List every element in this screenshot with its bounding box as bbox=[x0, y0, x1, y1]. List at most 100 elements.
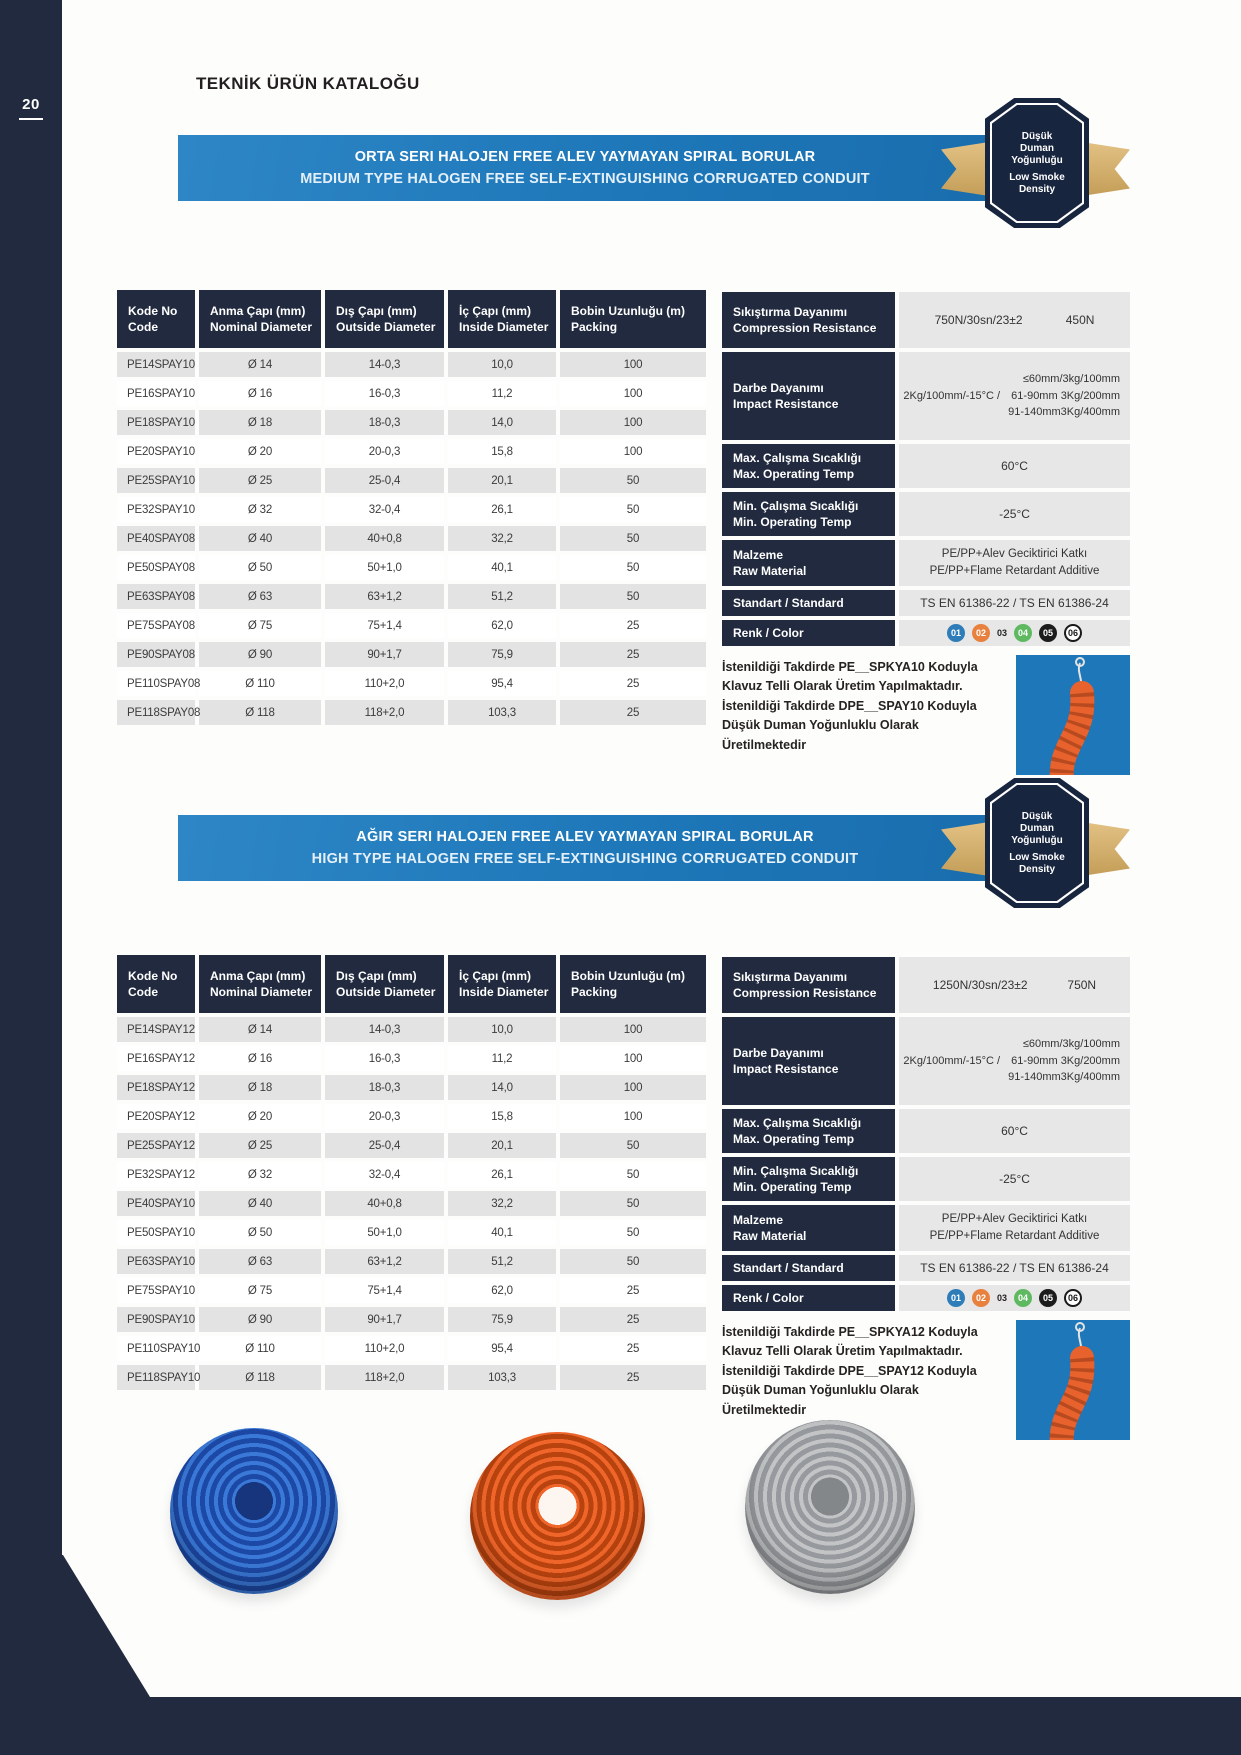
col-header-nominal-diameter: Anma Çapı (mm) Nominal Diameter bbox=[199, 290, 321, 348]
table-cell: 40,1 bbox=[448, 555, 556, 580]
table-row: PE20SPAY12 Ø 20 20-0,3 15,8 100 bbox=[117, 1104, 706, 1129]
bottom-left-diagonal bbox=[0, 1555, 150, 1697]
cell-product-code: PE16SPAY12 bbox=[117, 1046, 195, 1071]
spec-row-standard: Standart / Standard TS EN 61386-22 / TS … bbox=[722, 1255, 1130, 1281]
table-cell: 50 bbox=[560, 468, 706, 493]
table-row: PE118SPAY10 Ø 118 118+2,0 103,3 25 bbox=[117, 1365, 706, 1390]
cell-product-code: PE90SPAY08 bbox=[117, 642, 195, 667]
table-row: PE25SPAY10 Ø 25 25-0,4 20,1 50 bbox=[117, 468, 706, 493]
spec-panel-medium: Sıkıştırma Dayanımı Compression Resistanc… bbox=[722, 292, 1130, 650]
table-cell: 103,3 bbox=[448, 700, 556, 725]
table-cell: 14-0,3 bbox=[325, 1017, 444, 1042]
spec-row-standard: Standart / Standard TS EN 61386-22 / TS … bbox=[722, 590, 1130, 616]
banner-title-en: MEDIUM TYPE HALOGEN FREE SELF-EXTINGUISH… bbox=[300, 170, 870, 187]
table-cell: 10,0 bbox=[448, 352, 556, 377]
table-cell: 110+2,0 bbox=[325, 1336, 444, 1361]
table-cell: 90+1,7 bbox=[325, 1307, 444, 1332]
table-cell: 25 bbox=[560, 1307, 706, 1332]
page-number: 20 bbox=[22, 96, 40, 113]
table-row: PE75SPAY10 Ø 75 75+1,4 62,0 25 bbox=[117, 1278, 706, 1303]
table-cell: Ø 118 bbox=[199, 700, 321, 725]
conduit-product-image bbox=[1016, 655, 1130, 775]
cell-product-code: PE63SPAY10 bbox=[117, 1249, 195, 1274]
spec-panel-high: Sıkıştırma Dayanımı Compression Resistanc… bbox=[722, 957, 1130, 1315]
table-row: PE25SPAY12 Ø 25 25-0,4 20,1 50 bbox=[117, 1133, 706, 1158]
table-cell: 51,2 bbox=[448, 1249, 556, 1274]
table-cell: Ø 14 bbox=[199, 1017, 321, 1042]
cell-product-code: PE14SPAY10 bbox=[117, 352, 195, 377]
spec-row-compression: Sıkıştırma Dayanımı Compression Resistanc… bbox=[722, 957, 1130, 1013]
blue-conduit-coil-photo bbox=[170, 1428, 338, 1594]
badge-octagon: Düşük Duman Yoğunluğu Low Smoke Density bbox=[985, 778, 1089, 908]
col-header-inside-diameter: İç Çapı (mm) Inside Diameter bbox=[448, 955, 556, 1013]
color-swatch-03: 03 bbox=[996, 1293, 1007, 1303]
table-cell: Ø 63 bbox=[199, 584, 321, 609]
catalog-title: TEKNİK ÜRÜN KATALOĞU bbox=[196, 74, 420, 93]
color-swatch-04: 04 bbox=[1014, 624, 1032, 642]
gold-ribbon-right-icon bbox=[1082, 822, 1130, 876]
low-smoke-badge: Düşük Duman Yoğunluğu Low Smoke Density bbox=[933, 778, 1138, 908]
table-cell: 50 bbox=[560, 584, 706, 609]
table-cell: 20,1 bbox=[448, 1133, 556, 1158]
table-cell: 25-0,4 bbox=[325, 468, 444, 493]
table-cell: 16-0,3 bbox=[325, 1046, 444, 1071]
table-cell: 25 bbox=[560, 613, 706, 638]
table-cell: 40,1 bbox=[448, 1220, 556, 1245]
table-cell: 75+1,4 bbox=[325, 613, 444, 638]
col-header-inside-diameter: İç Çapı (mm) Inside Diameter bbox=[448, 290, 556, 348]
low-smoke-badge: Düşük Duman Yoğunluğu Low Smoke Density bbox=[933, 98, 1138, 228]
table-row: PE32SPAY10 Ø 32 32-0,4 26,1 50 bbox=[117, 497, 706, 522]
table-cell: 100 bbox=[560, 410, 706, 435]
spec-row-min-temp: Min. Çalışma Sıcaklığı Min. Operating Tem… bbox=[722, 492, 1130, 536]
spec-row-min-temp: Min. Çalışma Sıcaklığı Min. Operating Tem… bbox=[722, 1157, 1130, 1201]
table-row: PE75SPAY08 Ø 75 75+1,4 62,0 25 bbox=[117, 613, 706, 638]
table-cell: 95,4 bbox=[448, 1336, 556, 1361]
corrugated-conduit-icon bbox=[1049, 657, 1095, 775]
col-header-outside-diameter: Dış Çapı (mm) Outside Diameter bbox=[325, 290, 444, 348]
table-cell: 25 bbox=[560, 1365, 706, 1390]
table-row: PE16SPAY10 Ø 16 16-0,3 11,2 100 bbox=[117, 381, 706, 406]
cell-product-code: PE14SPAY12 bbox=[117, 1017, 195, 1042]
table-cell: Ø 40 bbox=[199, 1191, 321, 1216]
table-cell: Ø 63 bbox=[199, 1249, 321, 1274]
col-header-code: Kode No Code bbox=[117, 955, 195, 1013]
table-cell: 11,2 bbox=[448, 1046, 556, 1071]
table-cell: 100 bbox=[560, 1017, 706, 1042]
badge-text-tr: Düşük Duman Yoğunluğu bbox=[1011, 130, 1063, 166]
table-cell: 100 bbox=[560, 1104, 706, 1129]
table-cell: 100 bbox=[560, 352, 706, 377]
badge-text-en: Low Smoke Density bbox=[1009, 851, 1065, 875]
color-swatch-02: 02 bbox=[971, 1289, 990, 1307]
cell-product-code: PE50SPAY10 bbox=[117, 1220, 195, 1245]
production-note-medium: İstenildiği Takdirde PE__SPKYA10 Koduyla… bbox=[722, 660, 978, 752]
gold-ribbon-left-icon bbox=[941, 822, 989, 876]
table-cell: 18-0,3 bbox=[325, 1075, 444, 1100]
col-header-packing: Bobin Uzunluğu (m) Packing bbox=[560, 290, 706, 348]
table-cell: 14-0,3 bbox=[325, 352, 444, 377]
table-cell: 63+1,2 bbox=[325, 1249, 444, 1274]
spec-row-max-temp: Max. Çalışma Sıcaklığı Max. Operating Tem… bbox=[722, 1109, 1130, 1153]
table-header-row: Kode No Code Anma Çapı (mm) Nominal Diamet… bbox=[117, 290, 706, 348]
table-cell: 100 bbox=[560, 381, 706, 406]
table-cell: Ø 75 bbox=[199, 1278, 321, 1303]
table-cell: 50+1,0 bbox=[325, 555, 444, 580]
product-table-high: Kode No Code Anma Çapı (mm) Nominal Diamet… bbox=[113, 951, 710, 1394]
section-banner-high: AĞIR SERI HALOJEN FREE ALEV YAYMAYAN SPI… bbox=[178, 815, 1012, 881]
table-row: PE110SPAY10 Ø 110 110+2,0 95,4 25 bbox=[117, 1336, 706, 1361]
cell-product-code: PE16SPAY10 bbox=[117, 381, 195, 406]
banner-title-en: HIGH TYPE HALOGEN FREE SELF-EXTINGUISHIN… bbox=[311, 850, 859, 867]
table-cell: 26,1 bbox=[448, 497, 556, 522]
table-cell: 95,4 bbox=[448, 671, 556, 696]
table-cell: 32-0,4 bbox=[325, 1162, 444, 1187]
table-cell: 20,1 bbox=[448, 468, 556, 493]
gold-ribbon-left-icon bbox=[941, 142, 989, 196]
table-cell: 50 bbox=[560, 1249, 706, 1274]
table-row: PE32SPAY12 Ø 32 32-0,4 26,1 50 bbox=[117, 1162, 706, 1187]
gray-conduit-coil-photo bbox=[745, 1420, 915, 1594]
banner-title-tr: ORTA SERI HALOJEN FREE ALEV YAYMAYAN SPI… bbox=[354, 148, 816, 165]
cell-product-code: PE25SPAY10 bbox=[117, 468, 195, 493]
badge-text-tr: Düşük Duman Yoğunluğu bbox=[1011, 810, 1063, 846]
table-cell: 25 bbox=[560, 642, 706, 667]
table-row: PE90SPAY08 Ø 90 90+1,7 75,9 25 bbox=[117, 642, 706, 667]
table-cell: 50+1,0 bbox=[325, 1220, 444, 1245]
